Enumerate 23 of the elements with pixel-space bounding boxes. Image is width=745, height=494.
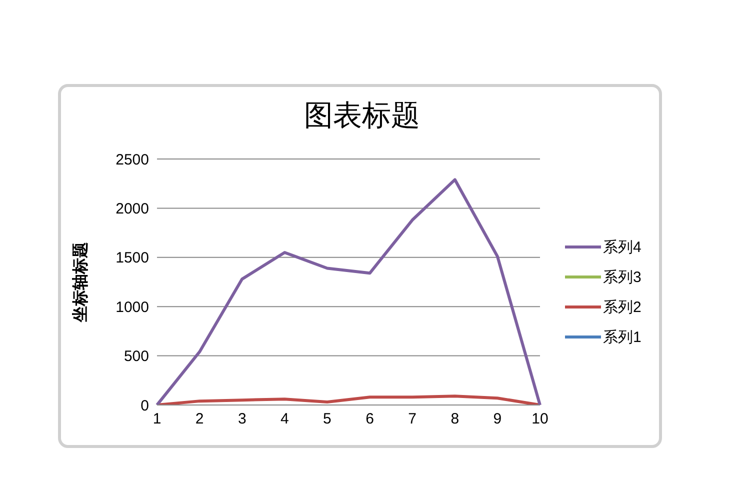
chart-title: 图表标题 (303, 99, 421, 134)
legend-label: 系列2 (603, 298, 642, 316)
x-tick-label: 8 (450, 410, 460, 428)
y-tick-label: 0 (140, 397, 149, 414)
x-tick-label: 9 (493, 410, 502, 428)
x-tick-label: 7 (408, 410, 417, 428)
x-tick-label: 5 (323, 410, 332, 428)
legend-label: 系列3 (603, 268, 642, 286)
y-tick-label: 500 (124, 348, 149, 366)
x-tick-label: 1 (152, 410, 162, 428)
y-tick-label: 1500 (116, 250, 149, 267)
x-tick-label: 3 (238, 410, 246, 428)
x-tick-label: 4 (280, 410, 289, 428)
line-series (156, 178, 542, 405)
x-tick-label: 6 (366, 410, 374, 428)
legend-label: 系列4 (603, 238, 642, 256)
x-tick-label: 2 (195, 410, 204, 428)
legend-label: 系列1 (603, 328, 642, 346)
y-tick-label: 1000 (116, 298, 149, 316)
y-tick-label: 2000 (116, 200, 149, 218)
y-axis-title: 坐标轴标题 (72, 242, 90, 323)
y-tick-label: 2500 (116, 151, 149, 168)
x-tick-label: 10 (532, 410, 548, 428)
